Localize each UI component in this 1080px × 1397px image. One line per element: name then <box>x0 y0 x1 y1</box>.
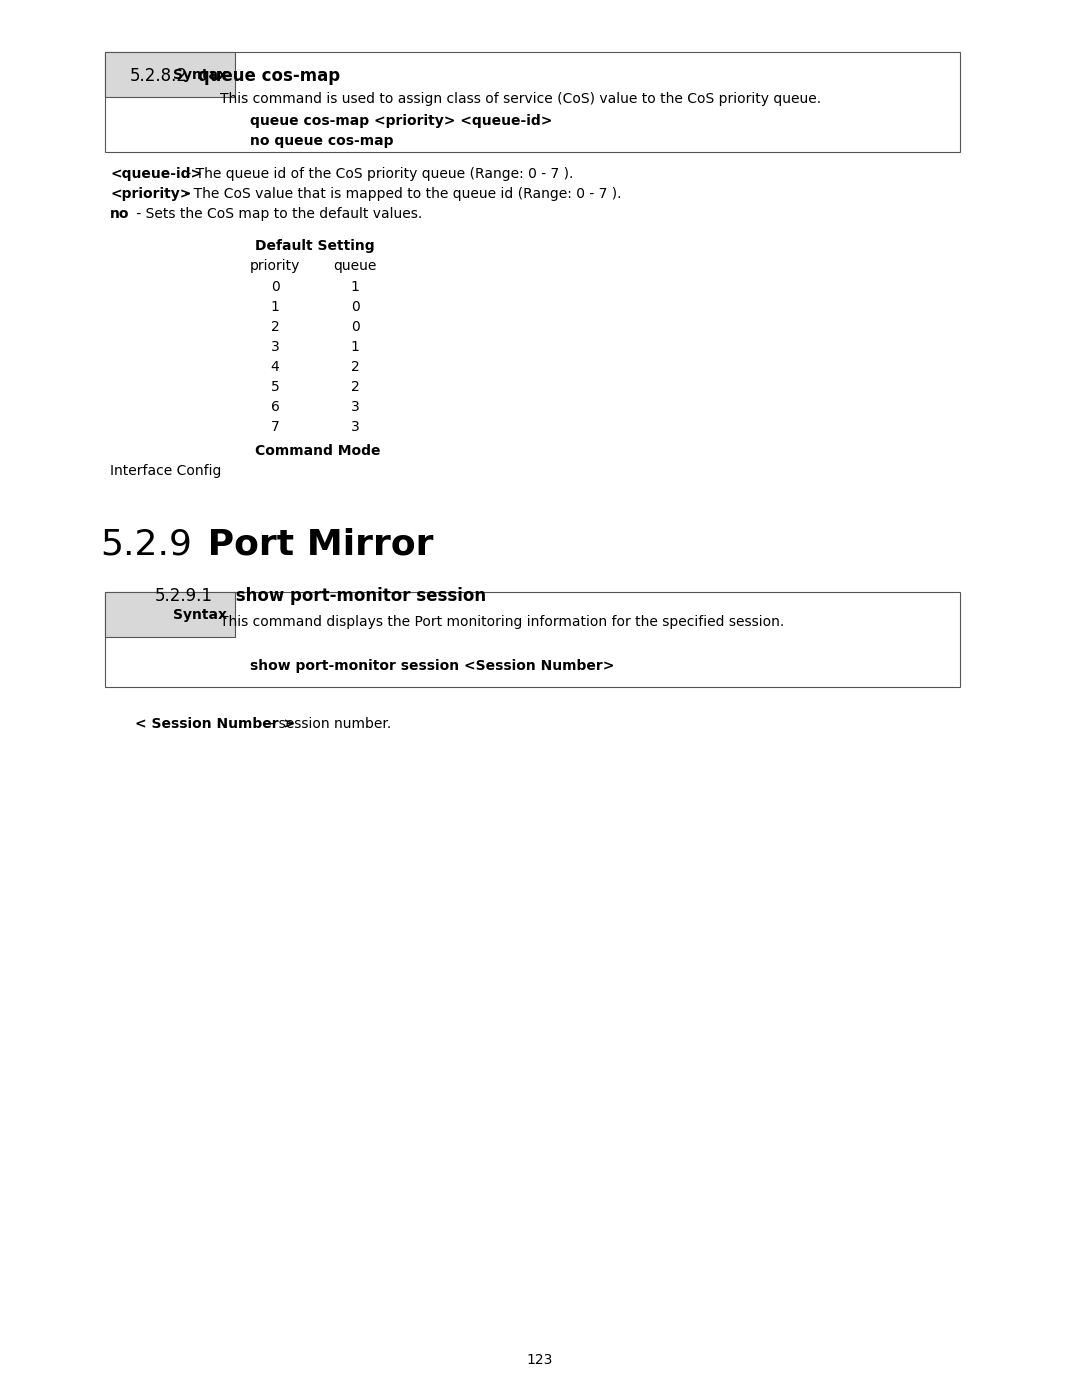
Text: 7: 7 <box>271 420 280 434</box>
Text: < Session Number >: < Session Number > <box>135 717 295 731</box>
Text: 2: 2 <box>271 320 280 334</box>
FancyBboxPatch shape <box>105 52 235 96</box>
Text: 5: 5 <box>271 380 280 394</box>
Text: 1: 1 <box>351 339 360 353</box>
Text: 0: 0 <box>351 320 360 334</box>
Text: 123: 123 <box>527 1354 553 1368</box>
FancyBboxPatch shape <box>105 52 960 152</box>
Text: - Sets the CoS map to the default values.: - Sets the CoS map to the default values… <box>132 207 422 221</box>
Text: show port-monitor session <Session Number>: show port-monitor session <Session Numbe… <box>249 659 615 673</box>
Text: - session number.: - session number. <box>265 717 391 731</box>
Text: Interface Config: Interface Config <box>110 464 221 478</box>
Text: Command Mode: Command Mode <box>255 444 380 458</box>
Text: 2: 2 <box>351 360 360 374</box>
Text: 4: 4 <box>271 360 280 374</box>
Text: 3: 3 <box>271 339 280 353</box>
Text: queue cos-map: queue cos-map <box>192 67 340 85</box>
Text: 1: 1 <box>351 279 360 293</box>
Text: 2: 2 <box>351 380 360 394</box>
Text: no queue cos-map: no queue cos-map <box>249 134 393 148</box>
Text: <queue-id>: <queue-id> <box>110 168 202 182</box>
Text: Syntax: Syntax <box>173 67 227 81</box>
FancyBboxPatch shape <box>105 592 235 637</box>
FancyBboxPatch shape <box>105 592 960 687</box>
Text: 1: 1 <box>271 300 280 314</box>
Text: Default Setting: Default Setting <box>255 239 375 253</box>
Text: 0: 0 <box>271 279 280 293</box>
Text: queue cos-map <priority> <queue-id>: queue cos-map <priority> <queue-id> <box>249 115 552 129</box>
Text: This command displays the Port monitoring information for the specified session.: This command displays the Port monitorin… <box>220 615 784 629</box>
Text: 3: 3 <box>351 420 360 434</box>
Text: 3: 3 <box>351 400 360 414</box>
Text: queue: queue <box>334 258 377 272</box>
Text: - The CoS value that is mapped to the queue id (Range: 0 - 7 ).: - The CoS value that is mapped to the qu… <box>180 187 621 201</box>
Text: <priority>: <priority> <box>110 187 191 201</box>
Text: - The queue id of the CoS priority queue (Range: 0 - 7 ).: - The queue id of the CoS priority queue… <box>183 168 573 182</box>
Text: Syntax: Syntax <box>173 608 227 622</box>
Text: 6: 6 <box>271 400 280 414</box>
Text: 0: 0 <box>351 300 360 314</box>
Text: 5.2.9.1: 5.2.9.1 <box>156 587 213 605</box>
Text: priority: priority <box>249 258 300 272</box>
Text: Port Mirror: Port Mirror <box>195 527 433 562</box>
Text: show port-monitor session: show port-monitor session <box>230 587 486 605</box>
Text: 5.2.8.2: 5.2.8.2 <box>130 67 188 85</box>
Text: This command is used to assign class of service (CoS) value to the CoS priority : This command is used to assign class of … <box>220 92 821 106</box>
Text: 5.2.9: 5.2.9 <box>100 527 192 562</box>
Text: no: no <box>110 207 130 221</box>
